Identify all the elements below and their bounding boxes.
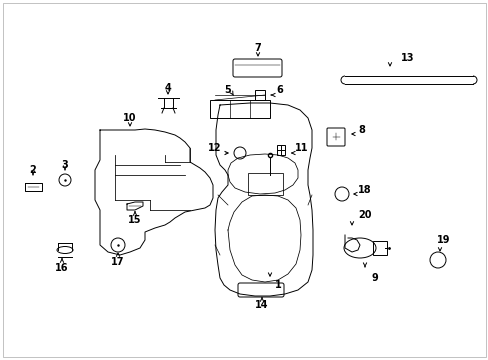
Bar [372, 241, 386, 255]
Text: 11: 11 [295, 143, 308, 153]
Text: 15: 15 [128, 215, 142, 225]
Text: 10: 10 [123, 113, 137, 123]
Text: 5: 5 [224, 85, 231, 95]
Text: 2: 2 [30, 165, 36, 175]
Text: 14: 14 [255, 300, 268, 310]
Text: 13: 13 [401, 53, 414, 63]
Text: 6: 6 [276, 85, 283, 95]
Text: 9: 9 [371, 273, 378, 283]
Text: 4: 4 [164, 83, 171, 93]
Bar [254, 90, 264, 100]
Text: 19: 19 [436, 235, 450, 245]
Text: 3: 3 [61, 160, 68, 170]
Bar [247, 173, 283, 195]
Bar [209, 100, 269, 118]
Bar [276, 145, 285, 155]
Text: 18: 18 [357, 185, 371, 195]
Text: 16: 16 [55, 263, 69, 273]
Text: 8: 8 [358, 125, 365, 135]
Text: 12: 12 [208, 143, 221, 153]
Text: 7: 7 [254, 43, 261, 53]
Text: 20: 20 [358, 210, 371, 220]
Text: 1: 1 [274, 280, 281, 290]
Text: 17: 17 [111, 257, 124, 267]
